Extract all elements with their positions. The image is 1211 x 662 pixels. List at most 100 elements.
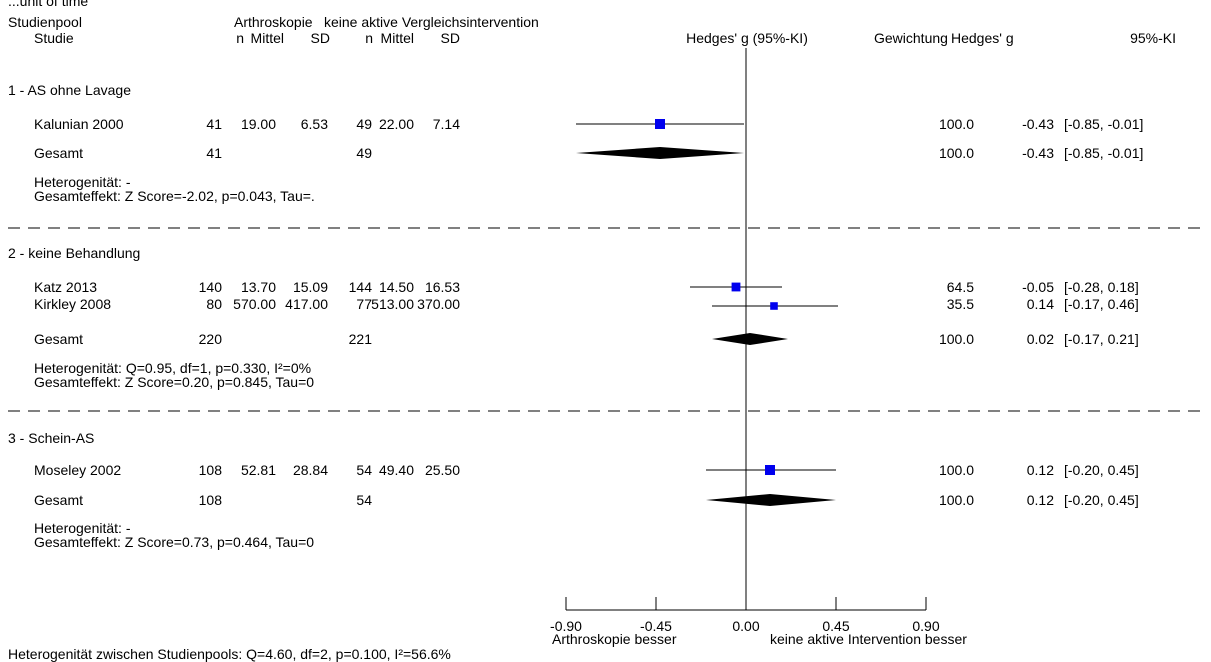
study-weight: 64.5	[946, 279, 974, 295]
total-n2: 49	[356, 145, 372, 161]
header-weight: Gewichtung	[874, 30, 948, 46]
study-marker	[655, 119, 665, 129]
study-n1: 80	[206, 296, 222, 312]
study-mean2: 14.50	[378, 279, 414, 295]
axis-tick-label: -0.90	[550, 618, 582, 634]
study-sd2: 7.14	[432, 116, 460, 132]
pooled-diamond	[706, 494, 836, 506]
total-n2: 54	[356, 492, 372, 508]
header-n1: n	[236, 30, 244, 46]
study-g: 0.14	[1026, 296, 1054, 312]
study-sd2: 16.53	[424, 279, 460, 295]
study-n1: 108	[198, 462, 222, 478]
total-g: 0.02	[1026, 331, 1054, 347]
pooled-diamond	[576, 147, 744, 159]
pooled-diamond	[712, 333, 788, 345]
total-g: 0.12	[1026, 492, 1054, 508]
study-weight: 100.0	[938, 462, 974, 478]
study-marker	[765, 465, 775, 475]
axis-tick-label: 0.00	[732, 618, 760, 634]
study-g: -0.05	[1022, 279, 1054, 295]
total-ci: [-0.85, -0.01]	[1064, 145, 1144, 161]
study-mean1: 13.70	[240, 279, 276, 295]
axis-tick-label: -0.45	[640, 618, 672, 634]
study-name: Kalunian 2000	[34, 116, 124, 132]
plot-axes	[565, 48, 927, 611]
total-label: Gesamt	[34, 492, 84, 508]
top-line: ...unit of time	[8, 0, 89, 9]
header-studie: Studie	[34, 30, 74, 46]
study-n2: 144	[348, 279, 372, 295]
total-n2: 221	[348, 331, 372, 347]
study-n1: 41	[206, 116, 222, 132]
axis-tick-label: 0.90	[912, 618, 940, 634]
study-mean1: 19.00	[240, 116, 276, 132]
study-n1: 140	[198, 279, 222, 295]
header-effect: Hedges' g (95%-KI)	[686, 30, 808, 46]
total-weight: 100.0	[938, 145, 974, 161]
study-sd1: 6.53	[300, 116, 328, 132]
pool-title: 1 - AS ohne Lavage	[8, 82, 131, 98]
total-ci: [-0.20, 0.45]	[1064, 492, 1139, 508]
axis-tick-label: 0.45	[822, 618, 850, 634]
header-group-b: keine aktive Vergleichsintervention	[324, 14, 539, 30]
pool-title: 2 - keine Behandlung	[8, 245, 141, 261]
axis-right-label: keine aktive Intervention besser	[770, 631, 967, 647]
total-n1: 220	[198, 331, 222, 347]
study-g: -0.43	[1022, 116, 1054, 132]
header-studienpool: Studienpool	[8, 14, 82, 30]
header-mittel2: Mittel	[380, 30, 414, 46]
footer-heterogeneity: Heterogenität zwischen Studienpools: Q=4…	[8, 646, 451, 662]
study-ci: [-0.28, 0.18]	[1064, 279, 1139, 295]
total-n1: 108	[198, 492, 222, 508]
pool-separators	[8, 227, 1200, 412]
study-weight: 35.5	[946, 296, 974, 312]
study-g: 0.12	[1026, 462, 1054, 478]
total-g: -0.43	[1022, 145, 1054, 161]
study-mean1: 52.81	[240, 462, 276, 478]
study-name: Katz 2013	[34, 279, 98, 295]
total-weight: 100.0	[938, 492, 974, 508]
study-mean1: 570.00	[233, 296, 276, 312]
header-sd1: SD	[310, 30, 330, 46]
header-n2: n	[365, 30, 373, 46]
total-weight: 100.0	[938, 331, 974, 347]
header-mittel1: Mittel	[250, 30, 284, 46]
overall-effect-text: Gesamteffekt: Z Score=0.20, p=0.845, Tau…	[34, 374, 315, 390]
header-sd2: SD	[440, 30, 460, 46]
study-n2: 54	[356, 462, 372, 478]
study-name: Moseley 2002	[34, 462, 122, 478]
header-group-a: Arthroskopie	[234, 14, 313, 30]
study-n2: 49	[356, 116, 372, 132]
overall-effect-text: Gesamteffekt: Z Score=0.73, p=0.464, Tau…	[34, 534, 315, 550]
overall-effect-text: Gesamteffekt: Z Score=-2.02, p=0.043, Ta…	[34, 188, 315, 204]
study-sd2: 370.00	[417, 296, 460, 312]
heterogeneity-text: Heterogenität: -	[34, 520, 131, 536]
study-mean2: 49.40	[378, 462, 414, 478]
header-g: Hedges' g	[951, 30, 1014, 46]
study-sd2: 25.50	[424, 462, 460, 478]
study-name: Kirkley 2008	[34, 296, 112, 312]
plot-marks	[576, 119, 838, 506]
study-n2: 77	[356, 296, 372, 312]
study-sd1: 15.09	[292, 279, 328, 295]
study-marker	[770, 302, 778, 310]
study-ci: [-0.85, -0.01]	[1064, 116, 1144, 132]
total-n1: 41	[206, 145, 222, 161]
study-marker	[731, 282, 741, 292]
study-mean2: 513.00	[371, 296, 414, 312]
heterogeneity-text: Heterogenität: Q=0.95, df=1, p=0.330, I²…	[34, 360, 312, 376]
axis-left-label: Arthroskopie besser	[552, 631, 677, 647]
study-sd1: 28.84	[292, 462, 328, 478]
heterogeneity-text: Heterogenität: -	[34, 174, 131, 190]
total-label: Gesamt	[34, 145, 84, 161]
total-label: Gesamt	[34, 331, 84, 347]
study-ci: [-0.20, 0.45]	[1064, 462, 1139, 478]
study-weight: 100.0	[938, 116, 974, 132]
study-ci: [-0.17, 0.46]	[1064, 296, 1139, 312]
header-ci: 95%-KI	[1130, 30, 1176, 46]
study-sd1: 417.00	[285, 296, 328, 312]
total-ci: [-0.17, 0.21]	[1064, 331, 1139, 347]
pool-title: 3 - Schein-AS	[8, 430, 95, 446]
